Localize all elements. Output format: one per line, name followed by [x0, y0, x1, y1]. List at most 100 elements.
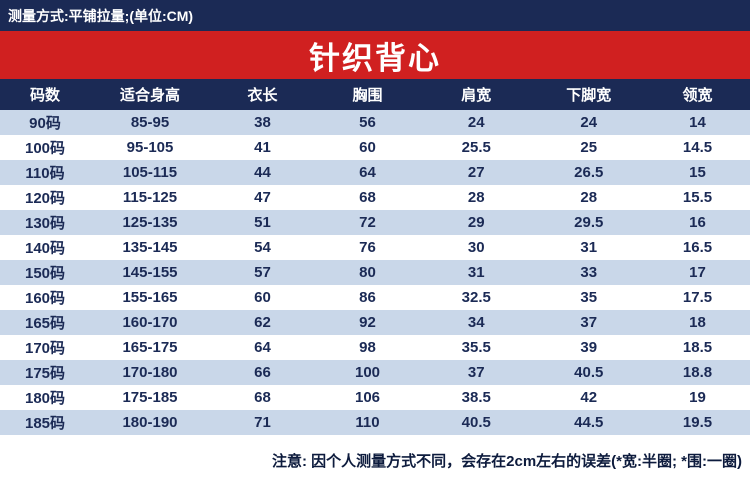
table-cell: 40.5: [461, 414, 491, 431]
column-header: 下脚宽: [532, 79, 645, 110]
table-cell: 125-135: [122, 214, 178, 231]
table-cell: 60: [254, 289, 271, 306]
table-cell: 170码: [24, 340, 66, 357]
footer-note-text: 注意: 因个人测量方式不同，会存在2cm左右的误差(*宽:半圈; *围:一圈): [271, 453, 742, 470]
column-header: 衣长: [210, 79, 315, 110]
column-header: 肩宽: [420, 79, 533, 110]
table-cell: 64: [359, 164, 376, 181]
table-row: 130码 125-135 51 72 29 29.5 16: [0, 210, 750, 235]
table-cell: 130码: [24, 215, 66, 232]
table-cell: 29: [467, 214, 485, 231]
table-cell: 100: [354, 364, 381, 381]
column-header: 领宽: [645, 79, 750, 110]
table-cell: 160-170: [122, 314, 178, 331]
table-cell: 37: [580, 314, 598, 331]
table-cell: 165-175: [122, 339, 178, 356]
table-row: 170码 165-175 64 98 35.5 39 18.5: [0, 335, 750, 360]
table-cell: 38: [254, 114, 271, 131]
footer-note: 注意: 因个人测量方式不同，会存在2cm左右的误差(*宽:半圈; *围:一圈): [0, 435, 750, 486]
table-cell: 145-155: [122, 264, 178, 281]
table-cell: 60: [359, 139, 376, 156]
table-cell: 31: [580, 239, 598, 256]
measure-method-text: 测量方式:平铺拉量;(单位:CM): [8, 7, 194, 24]
table-cell: 110码: [25, 165, 65, 182]
table-row: 140码 135-145 54 76 30 31 16.5: [0, 235, 750, 260]
table-cell: 30: [467, 239, 485, 256]
table-cell: 17: [689, 264, 706, 281]
table-cell: 160码: [24, 290, 66, 307]
table-cell: 18.8: [682, 364, 713, 381]
table-cell: 86: [359, 289, 376, 306]
table-cell: 41: [254, 139, 271, 156]
table-cell: 100码: [24, 140, 66, 157]
table-cell: 25: [580, 139, 598, 156]
table-cell: 24: [580, 114, 598, 131]
table-cell: 31: [467, 264, 485, 281]
table-cell: 47: [254, 189, 271, 206]
table-cell: 98: [359, 339, 376, 356]
table-cell: 38.5: [461, 389, 491, 406]
table-cell: 76: [359, 239, 376, 256]
table-cell: 120码: [24, 190, 66, 207]
table-cell: 105-115: [122, 164, 178, 181]
table-cell: 175-185: [122, 389, 178, 406]
table-cell: 35: [580, 289, 598, 306]
table-cell: 80: [359, 264, 376, 281]
table-cell: 51: [254, 214, 271, 231]
measure-method-bar: 测量方式:平铺拉量;(单位:CM): [0, 0, 750, 31]
table-cell: 95-105: [126, 139, 174, 156]
table-cell: 14: [689, 114, 706, 131]
table-cell: 26.5: [574, 164, 604, 181]
table-cell: 66: [254, 364, 271, 381]
table-cell: 32.5: [461, 289, 491, 306]
table-cell: 185码: [24, 415, 66, 432]
table-row: 110码 105-115 44 64 27 26.5 15: [0, 160, 750, 185]
table-row: 185码 180-190 71 110 40.5 44.5 19.5: [0, 410, 750, 435]
table-cell: 27: [467, 164, 485, 181]
table-cell: 18: [689, 314, 706, 331]
size-table-body: 90码 85-95 38 56 24 24 14 100码 95-105 41 60 25.5 25 14…: [0, 110, 750, 435]
table-cell: 72: [359, 214, 376, 231]
table-cell: 71: [254, 414, 271, 431]
table-cell: 180码: [24, 390, 66, 407]
table-cell: 15.5: [682, 189, 713, 206]
table-cell: 16: [689, 214, 706, 231]
column-header: 码数: [0, 79, 90, 110]
table-cell: 140码: [24, 240, 66, 257]
table-cell: 17.5: [682, 289, 713, 306]
table-cell: 85-95: [130, 114, 170, 131]
table-cell: 180-190: [122, 414, 178, 431]
size-table: 码数 适合身高 衣长 胸围 肩宽 下脚宽 领宽 90码 85-95 38 56 24 24 14 100码…: [0, 79, 750, 435]
table-cell: 42: [580, 389, 598, 406]
table-cell: 28: [580, 189, 598, 206]
table-cell: 14.5: [682, 139, 713, 156]
table-row: 90码 85-95 38 56 24 24 14: [0, 110, 750, 135]
column-header: 适合身高: [90, 79, 210, 110]
table-cell: 40.5: [574, 364, 604, 381]
table-cell: 165码: [24, 315, 66, 332]
table-cell: 33: [580, 264, 598, 281]
table-cell: 92: [359, 314, 376, 331]
table-row: 180码 175-185 68 106 38.5 42 19: [0, 385, 750, 410]
table-cell: 68: [254, 389, 271, 406]
table-cell: 62: [254, 314, 271, 331]
table-cell: 175码: [24, 365, 66, 382]
table-cell: 54: [254, 239, 271, 256]
table-cell: 19: [689, 389, 706, 406]
table-cell: 35.5: [461, 339, 491, 356]
table-cell: 106: [354, 389, 381, 406]
header-row: 码数 适合身高 衣长 胸围 肩宽 下脚宽 领宽: [0, 79, 750, 110]
table-cell: 155-165: [122, 289, 178, 306]
table-cell: 16.5: [682, 239, 713, 256]
table-cell: 29.5: [574, 214, 604, 231]
table-cell: 28: [467, 189, 485, 206]
table-cell: 170-180: [122, 364, 178, 381]
table-row: 120码 115-125 47 68 28 28 15.5: [0, 185, 750, 210]
column-header: 胸围: [315, 79, 420, 110]
table-cell: 90码: [29, 115, 61, 132]
table-cell: 44.5: [574, 414, 604, 431]
table-cell: 44: [254, 164, 271, 181]
table-cell: 19.5: [682, 414, 713, 431]
table-row: 150码 145-155 57 80 31 33 17: [0, 260, 750, 285]
